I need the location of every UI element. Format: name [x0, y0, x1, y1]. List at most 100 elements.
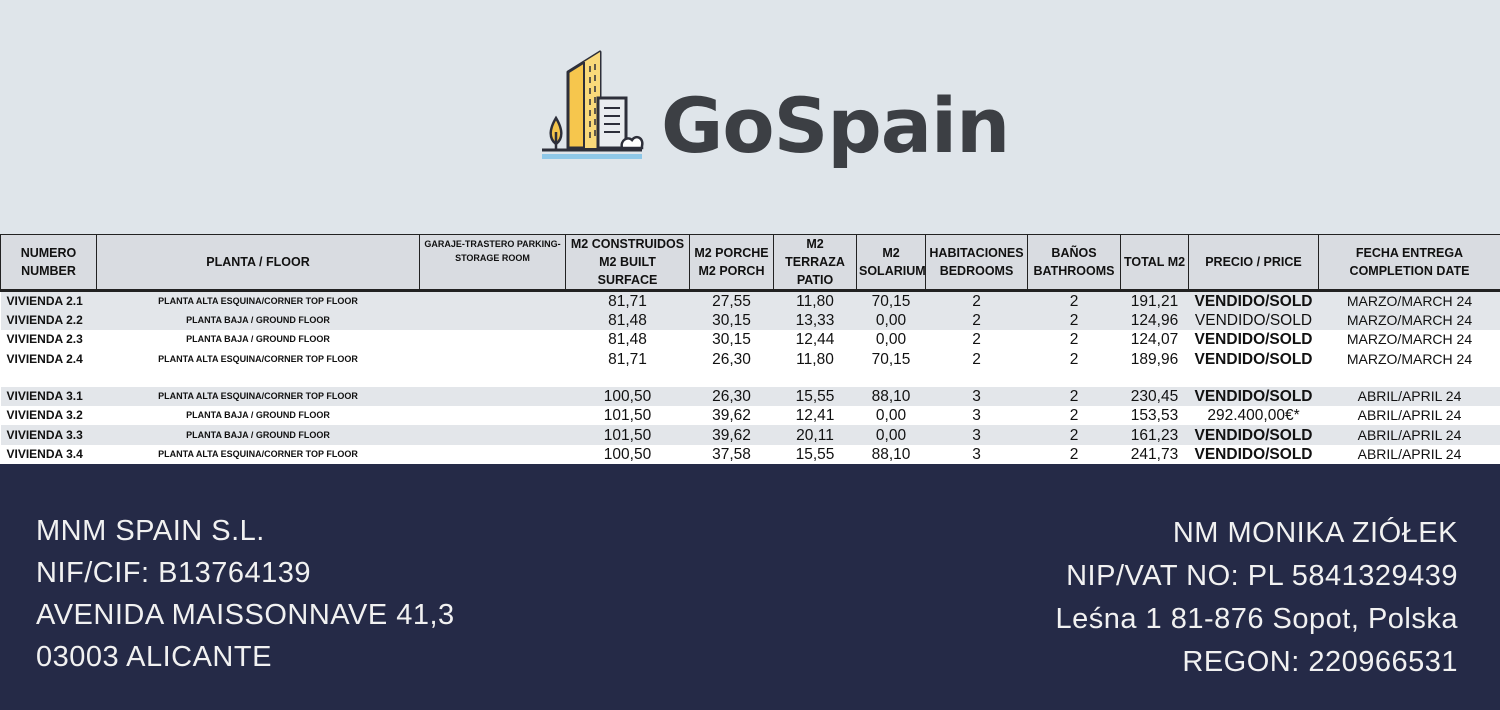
company-info-left: MNM SPAIN S.L. NIF/CIF: B13764139 AVENID…	[36, 510, 455, 678]
cell-bedrooms: 2	[925, 349, 1028, 369]
header-terrace: M2 TERRAZA PATIO	[773, 234, 857, 292]
table-row: VIVIENDA 2.2 PLANTA BAJA / GROUND FLOOR 81…	[0, 311, 1500, 331]
cell-garage	[419, 425, 566, 445]
table-row: VIVIENDA 3.3 PLANTA BAJA / GROUND FLOOR 10…	[0, 425, 1500, 445]
cell-bathrooms: 2	[1027, 386, 1121, 407]
cell-bedrooms: 3	[925, 444, 1028, 465]
cell-garage	[419, 386, 566, 407]
cell-price: VENDIDO/SOLD	[1188, 444, 1319, 465]
cell-built: 101,50	[565, 406, 690, 426]
cell-price: VENDIDO/SOLD	[1188, 290, 1319, 311]
header-built: M2 CONSTRUIDOS M2 BUILT SURFACE	[565, 234, 690, 292]
cell-bathrooms: 2	[1027, 330, 1121, 350]
cell-bedrooms: 2	[925, 290, 1028, 311]
cell-built: 100,50	[565, 386, 690, 407]
cell-total: 153,53	[1120, 406, 1189, 426]
header-number: NUMERO NUMBER	[0, 234, 97, 292]
cell-built: 101,50	[565, 425, 690, 445]
cell-total: 124,07	[1120, 330, 1189, 350]
cell-solarium: 0,00	[856, 330, 926, 350]
cell-solarium: 70,15	[856, 349, 926, 369]
cell-number: VIVIENDA 2.4	[0, 349, 97, 369]
cell-bedrooms: 2	[925, 330, 1028, 350]
company-info-right: NM MONIKA ZIÓŁEK NIP/VAT NO: PL 58413294…	[1055, 512, 1458, 684]
table-row: VIVIENDA 3.1 PLANTA ALTA ESQUINA/CORNER T…	[0, 386, 1500, 407]
cell-price: VENDIDO/SOLD	[1188, 349, 1319, 369]
apartments-table: NUMERO NUMBER PLANTA / FLOOR GARAJE-TRAS…	[0, 234, 1500, 465]
spacer-row	[0, 368, 1500, 387]
partner-vat: NIP/VAT NO: PL 5841329439	[1066, 560, 1458, 592]
brand-name: GoSpain	[661, 81, 1010, 170]
partner-address: Leśna 1 81-876 Sopot, Polska	[1055, 603, 1458, 635]
cell-floor: PLANTA BAJA / GROUND FLOOR	[96, 330, 420, 350]
cell-terrace: 15,55	[773, 386, 857, 407]
cell-terrace: 11,80	[773, 290, 857, 311]
cell-total: 124,96	[1120, 311, 1189, 331]
cell-terrace: 20,11	[773, 425, 857, 445]
cell-floor: PLANTA ALTA ESQUINA/CORNER TOP FLOOR	[96, 444, 420, 465]
cell-garage	[419, 349, 566, 369]
cell-number: VIVIENDA 3.2	[0, 406, 97, 426]
cell-bedrooms: 3	[925, 425, 1028, 445]
cell-date: MARZO/MARCH 24	[1318, 311, 1500, 331]
cell-terrace: 12,44	[773, 330, 857, 350]
cell-number: VIVIENDA 3.3	[0, 425, 97, 445]
cell-built: 81,48	[565, 330, 690, 350]
table-row: VIVIENDA 2.1 PLANTA ALTA ESQUINA/CORNER T…	[0, 290, 1500, 311]
cell-floor: PLANTA ALTA ESQUINA/CORNER TOP FLOOR	[96, 349, 420, 369]
header-floor: PLANTA / FLOOR	[96, 234, 420, 292]
cell-floor: PLANTA BAJA / GROUND FLOOR	[96, 311, 420, 331]
cell-bedrooms: 2	[925, 311, 1028, 331]
cell-bathrooms: 2	[1027, 311, 1121, 331]
cell-bedrooms: 3	[925, 386, 1028, 407]
cell-garage	[419, 406, 566, 426]
cell-porch: 30,15	[689, 330, 774, 350]
cell-bathrooms: 2	[1027, 349, 1121, 369]
company-city: 03003 ALICANTE	[36, 641, 272, 673]
cell-total: 191,21	[1120, 290, 1189, 311]
cell-number: VIVIENDA 3.1	[0, 386, 97, 407]
header-bedrooms: HABITACIONES BEDROOMS	[925, 234, 1028, 292]
cell-terrace: 13,33	[773, 311, 857, 331]
cell-garage	[419, 311, 566, 331]
cell-floor: PLANTA ALTA ESQUINA/CORNER TOP FLOOR	[96, 290, 420, 311]
header-garage: GARAJE-TRASTERO PARKING-STORAGE ROOM	[419, 234, 566, 292]
gospain-logo[interactable]: GoSpain	[538, 48, 1010, 180]
cell-price: VENDIDO/SOLD	[1188, 386, 1319, 407]
table-row: VIVIENDA 2.3 PLANTA BAJA / GROUND FLOOR 81…	[0, 330, 1500, 350]
cell-number: VIVIENDA 2.2	[0, 311, 97, 331]
cell-floor: PLANTA BAJA / GROUND FLOOR	[96, 406, 420, 426]
partner-name: NM MONIKA ZIÓŁEK	[1172, 517, 1458, 549]
cell-porch: 39,62	[689, 406, 774, 426]
header: GoSpain	[0, 0, 1500, 232]
cell-solarium: 0,00	[856, 311, 926, 331]
cell-porch: 27,55	[689, 290, 774, 311]
cell-porch: 39,62	[689, 425, 774, 445]
cell-price: 292.400,00€*	[1188, 406, 1319, 426]
cell-total: 161,23	[1120, 425, 1189, 445]
header-bathrooms: BAÑOS BATHROOMS	[1027, 234, 1121, 292]
cell-price: VENDIDO/SOLD	[1188, 330, 1319, 350]
table-header-row: NUMERO NUMBER PLANTA / FLOOR GARAJE-TRAS…	[0, 234, 1500, 292]
table-row: VIVIENDA 3.4 PLANTA ALTA ESQUINA/CORNER T…	[0, 444, 1500, 465]
cell-solarium: 70,15	[856, 290, 926, 311]
company-tax-id: NIF/CIF: B13764139	[36, 557, 311, 589]
cell-porch: 26,30	[689, 349, 774, 369]
cell-garage	[419, 444, 566, 465]
cell-terrace: 11,80	[773, 349, 857, 369]
cell-porch: 37,58	[689, 444, 774, 465]
cell-total: 241,73	[1120, 444, 1189, 465]
header-date: FECHA ENTREGA COMPLETION DATE	[1318, 234, 1500, 292]
cell-terrace: 12,41	[773, 406, 857, 426]
cell-bathrooms: 2	[1027, 444, 1121, 465]
header-solarium: M2 SOLARIUM	[856, 234, 926, 292]
cell-built: 81,71	[565, 349, 690, 369]
cell-bathrooms: 2	[1027, 406, 1121, 426]
cell-date: MARZO/MARCH 24	[1318, 290, 1500, 311]
cell-price: VENDIDO/SOLD	[1188, 425, 1319, 445]
company-name: MNM SPAIN S.L.	[36, 515, 265, 547]
cell-porch: 26,30	[689, 386, 774, 407]
cell-built: 81,71	[565, 290, 690, 311]
cell-floor: PLANTA ALTA ESQUINA/CORNER TOP FLOOR	[96, 386, 420, 407]
cell-date: ABRIL/APRIL 24	[1318, 406, 1500, 426]
